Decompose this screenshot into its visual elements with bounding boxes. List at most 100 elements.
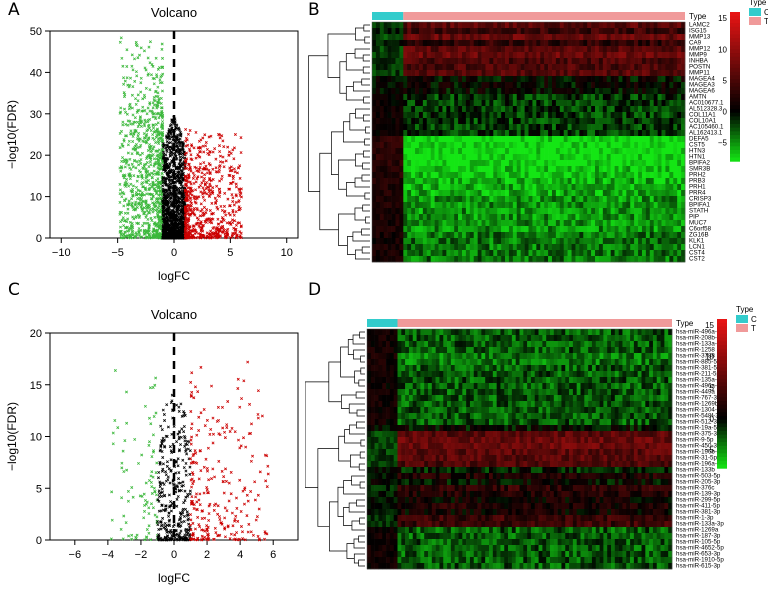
heatmap-cell	[407, 64, 412, 71]
point-up	[219, 220, 223, 224]
heatmap-cell	[571, 76, 576, 83]
heatmap-cell	[563, 64, 568, 71]
heatmap-cell	[638, 106, 643, 113]
heatmap-cell	[458, 94, 463, 101]
point-down	[135, 74, 139, 78]
point-up	[216, 207, 220, 211]
heatmap-cell	[645, 82, 651, 89]
point-down	[131, 85, 135, 89]
heatmap-cell	[579, 52, 584, 59]
heatmap-cell	[442, 112, 447, 119]
heatmap-cell	[544, 160, 549, 167]
point-down	[140, 174, 144, 178]
heatmap-cell	[649, 88, 654, 95]
heatmap-cell	[375, 76, 381, 83]
point-down	[139, 197, 143, 201]
heatmap-cell	[587, 76, 592, 83]
heatmap-cell	[649, 124, 654, 131]
point-down	[153, 183, 157, 187]
heatmap-cell	[575, 58, 580, 65]
heatmap-cell	[548, 160, 553, 167]
heatmap-cell	[587, 94, 592, 101]
point-down	[145, 213, 149, 217]
heatmap-cell	[501, 58, 506, 65]
heatmap-cell	[575, 124, 580, 131]
point-down	[125, 220, 129, 224]
point-ns	[162, 156, 166, 160]
heatmap-cell	[426, 46, 431, 53]
heatmap-cell	[673, 28, 678, 35]
heatmap-cell	[634, 124, 639, 131]
point-ns	[175, 223, 179, 227]
heatmap-cell	[438, 160, 443, 167]
point-ns	[164, 181, 168, 184]
point-down	[148, 192, 152, 196]
heatmap-cell	[418, 88, 424, 95]
heatmap-cell	[391, 46, 396, 53]
heatmap-cell	[551, 172, 557, 179]
heatmap-cell	[465, 82, 471, 89]
heatmap-cell	[469, 58, 475, 65]
heatmap-cell	[555, 148, 561, 155]
heatmap-cell	[508, 148, 514, 155]
point-up	[195, 207, 199, 211]
heatmap-cell	[493, 166, 498, 173]
heatmap-cell	[469, 154, 475, 161]
point-ns	[163, 231, 167, 235]
point-ns	[166, 204, 170, 208]
point-down	[130, 162, 134, 166]
point-ns	[181, 171, 185, 175]
point-ns	[180, 227, 184, 231]
heatmap-cell	[391, 118, 396, 125]
heatmap-cell	[548, 178, 553, 185]
heatmap-cell	[516, 142, 521, 149]
heatmap-cell	[508, 34, 514, 41]
heatmap-cell	[567, 100, 572, 107]
point-down	[146, 56, 150, 60]
heatmap-cell	[520, 154, 525, 161]
point-down	[142, 211, 146, 215]
point-up	[235, 171, 239, 175]
heatmap-cell	[614, 178, 619, 185]
heatmap-cell	[438, 70, 443, 77]
point-down	[133, 120, 137, 124]
heatmap-cell	[387, 160, 392, 167]
heatmap-cell	[442, 76, 447, 83]
heatmap-cell	[481, 112, 486, 119]
heatmap-cell	[657, 136, 662, 143]
heatmap-cell	[512, 124, 518, 131]
heatmap-cell	[383, 124, 388, 131]
point-down	[148, 223, 151, 227]
heatmap-cell	[520, 142, 525, 149]
point-down	[148, 205, 152, 209]
point-ns	[167, 183, 171, 187]
heatmap-cell	[649, 172, 654, 179]
heatmap-cell	[418, 34, 424, 41]
heatmap-cell	[551, 142, 557, 149]
heatmap-cell	[442, 58, 447, 65]
heatmap-cell	[626, 70, 631, 77]
heatmap-cell	[372, 184, 377, 191]
heatmap-cell	[559, 160, 565, 167]
point-down	[122, 91, 126, 95]
heatmap-cell	[579, 130, 584, 137]
heatmap-cell	[512, 28, 518, 35]
heatmap-cell	[579, 178, 584, 185]
point-down	[119, 169, 123, 173]
heatmap-cell	[626, 130, 631, 137]
heatmap-cell	[579, 94, 584, 101]
heatmap-cell	[540, 40, 545, 47]
heatmap-cell	[516, 34, 521, 41]
heatmap-cell	[665, 160, 670, 167]
heatmap-cell	[372, 70, 377, 77]
point-up	[189, 201, 193, 205]
heatmap-cell	[606, 64, 611, 71]
heatmap-cell	[383, 154, 388, 161]
heatmap-cell	[383, 178, 388, 185]
heatmap-cell	[571, 100, 576, 107]
heatmap-cell	[571, 148, 576, 155]
heatmap-cell	[536, 76, 541, 83]
heatmap-cell	[375, 28, 381, 35]
heatmap-cell	[677, 70, 682, 77]
heatmap-cell	[469, 118, 475, 125]
